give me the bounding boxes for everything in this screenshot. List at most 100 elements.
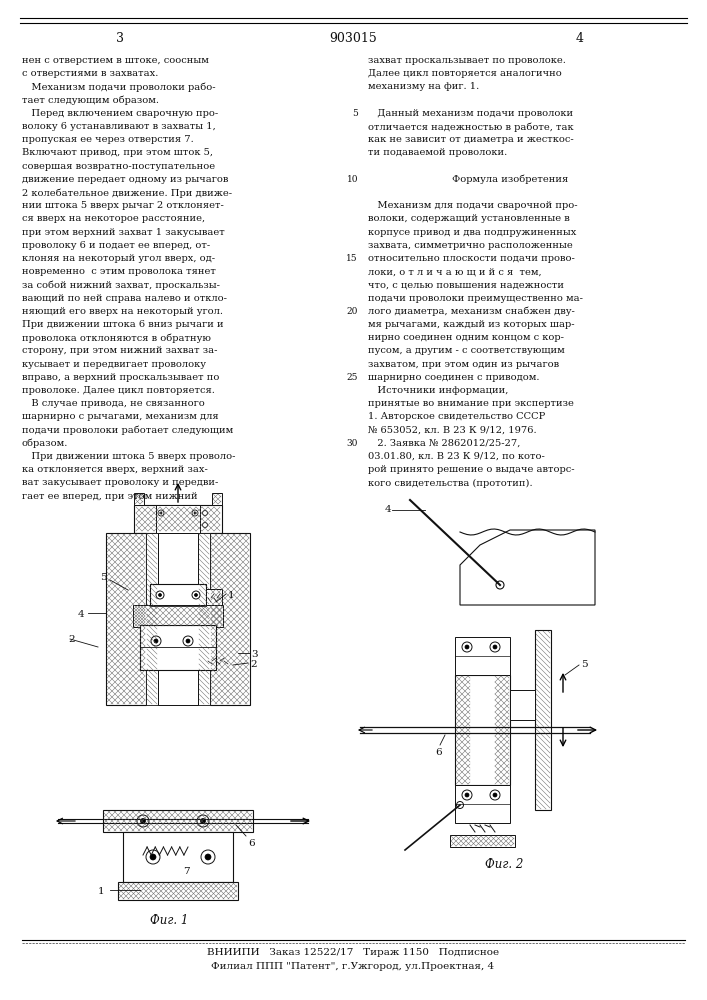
Bar: [198, 533, 210, 705]
Text: При движении штока 6 вниз рычаги и: При движении штока 6 вниз рычаги и: [22, 320, 223, 329]
Text: Источники информации,: Источники информации,: [368, 386, 508, 395]
Text: гает ее вперед, при этом нижний: гает ее вперед, при этом нижний: [22, 492, 198, 501]
Text: сторону, при этом нижний захват за-: сторону, при этом нижний захват за-: [22, 346, 218, 355]
Text: движение передает одному из рычагов: движение передает одному из рычагов: [22, 175, 228, 184]
Text: захвата, симметрично расположенные: захвата, симметрично расположенные: [368, 241, 573, 250]
Circle shape: [490, 642, 500, 652]
Bar: [210, 533, 250, 705]
Text: Включают привод, при этом шток 5,: Включают привод, при этом шток 5,: [22, 148, 213, 157]
Text: 5: 5: [352, 109, 358, 118]
Circle shape: [158, 510, 164, 516]
Text: 15: 15: [346, 254, 358, 263]
Bar: [118, 882, 238, 900]
Bar: [103, 810, 253, 832]
Circle shape: [493, 793, 497, 797]
Circle shape: [201, 850, 215, 864]
Text: волоки, содержащий установленные в: волоки, содержащий установленные в: [368, 214, 570, 223]
Bar: [134, 505, 222, 533]
Text: ти подаваемой проволоки.: ти подаваемой проволоки.: [368, 148, 507, 157]
Text: при этом верхний захват 1 закусывает: при этом верхний захват 1 закусывает: [22, 228, 225, 237]
Text: 5: 5: [581, 660, 588, 669]
Text: шарнирно с рычагами, механизм для: шарнирно с рычагами, механизм для: [22, 412, 218, 421]
Text: Фиг. 1: Фиг. 1: [150, 914, 188, 927]
Text: 20: 20: [346, 307, 358, 316]
Text: отличается надежностью в работе, так: отличается надежностью в работе, так: [368, 122, 573, 131]
Text: проволоку 6 и подает ее вперед, от-: проволоку 6 и подает ее вперед, от-: [22, 241, 210, 250]
Bar: [206, 589, 222, 607]
Circle shape: [194, 512, 196, 514]
Circle shape: [205, 854, 211, 860]
Circle shape: [186, 639, 190, 643]
Text: подачи проволоки преимущественно ма-: подачи проволоки преимущественно ма-: [368, 294, 583, 303]
Circle shape: [197, 815, 209, 827]
Circle shape: [201, 818, 206, 824]
Text: пропуская ее через отверстия 7.: пропуская ее через отверстия 7.: [22, 135, 194, 144]
Text: что, с целью повышения надежности: что, с целью повышения надежности: [368, 280, 564, 289]
Text: нирно соединен одним концом с кор-: нирно соединен одним концом с кор-: [368, 333, 564, 342]
Bar: [455, 637, 510, 675]
Text: вправо, а верхний проскальзывает по: вправо, а верхний проскальзывает по: [22, 373, 219, 382]
Circle shape: [465, 645, 469, 649]
Text: В случае привода, не связанного: В случае привода, не связанного: [22, 399, 205, 408]
Text: 30: 30: [346, 439, 358, 448]
Text: вающий по ней справа налево и откло-: вающий по ней справа налево и откло-: [22, 294, 227, 303]
Text: № 653052, кл. В 23 К 9/12, 1976.: № 653052, кл. В 23 К 9/12, 1976.: [368, 426, 537, 435]
Text: как не зависит от диаметра и жесткос-: как не зависит от диаметра и жесткос-: [368, 135, 574, 144]
Text: мя рычагами, каждый из которых шар-: мя рычагами, каждый из которых шар-: [368, 320, 575, 329]
Text: образом.: образом.: [22, 439, 69, 448]
Bar: [123, 832, 233, 882]
Text: няющий его вверх на некоторый угол.: няющий его вверх на некоторый угол.: [22, 307, 223, 316]
Text: с отверстиями в захватах.: с отверстиями в захватах.: [22, 69, 158, 78]
Text: 2 колебательное движение. При движе-: 2 колебательное движение. При движе-: [22, 188, 232, 198]
Circle shape: [202, 510, 207, 516]
Text: локи, о т л и ч а ю щ и й с я  тем,: локи, о т л и ч а ю щ и й с я тем,: [368, 267, 542, 276]
Circle shape: [462, 642, 472, 652]
Text: 4: 4: [385, 505, 392, 514]
Text: Данный механизм подачи проволоки: Данный механизм подачи проволоки: [368, 109, 573, 118]
Circle shape: [462, 790, 472, 800]
Text: проволоке. Далее цикл повторяется.: проволоке. Далее цикл повторяется.: [22, 386, 215, 395]
Text: 4: 4: [78, 610, 85, 619]
Bar: [133, 605, 223, 627]
Bar: [150, 584, 206, 629]
Text: кусывает и передвигает проволоку: кусывает и передвигает проволоку: [22, 360, 206, 369]
Circle shape: [150, 854, 156, 860]
Text: 5: 5: [100, 573, 107, 582]
Text: 03.01.80, кл. В 23 К 9/12, по кото-: 03.01.80, кл. В 23 К 9/12, по кото-: [368, 452, 545, 461]
Text: Перед включением сварочную про-: Перед включением сварочную про-: [22, 109, 218, 118]
Text: механизму на фиг. 1.: механизму на фиг. 1.: [368, 82, 479, 91]
Text: проволока отклоняются в обратную: проволока отклоняются в обратную: [22, 333, 211, 343]
Polygon shape: [460, 530, 595, 605]
Text: 25: 25: [346, 373, 358, 382]
Bar: [134, 493, 144, 505]
Text: ват закусывает проволоку и передви-: ват закусывает проволоку и передви-: [22, 478, 218, 487]
Text: лого диаметра, механизм снабжен дву-: лого диаметра, механизм снабжен дву-: [368, 307, 575, 316]
Text: волоку 6 устанавливают в захваты 1,: волоку 6 устанавливают в захваты 1,: [22, 122, 216, 131]
Text: Механизм подачи проволоки рабо-: Механизм подачи проволоки рабо-: [22, 82, 216, 92]
Circle shape: [192, 510, 198, 516]
Text: 2: 2: [250, 660, 257, 669]
Bar: [450, 835, 515, 847]
Text: 3: 3: [251, 650, 257, 659]
Circle shape: [154, 639, 158, 643]
Text: При движении штока 5 вверх проволо-: При движении штока 5 вверх проволо-: [22, 452, 235, 461]
Bar: [510, 690, 535, 720]
Text: рой принято решение о выдаче авторс-: рой принято решение о выдаче авторс-: [368, 465, 575, 474]
Circle shape: [183, 636, 193, 646]
Circle shape: [158, 593, 161, 596]
Circle shape: [146, 850, 160, 864]
Text: 1. Авторское свидетельство СССР: 1. Авторское свидетельство СССР: [368, 412, 545, 421]
Text: Филиал ППП "Патент", г.Ужгород, ул.Проектная, 4: Филиал ППП "Патент", г.Ужгород, ул.Проек…: [211, 962, 495, 971]
Circle shape: [141, 818, 146, 824]
Text: 10: 10: [346, 175, 358, 184]
Text: шарнирно соединен с приводом.: шарнирно соединен с приводом.: [368, 373, 539, 382]
Bar: [158, 533, 198, 705]
Text: нии штока 5 вверх рычаг 2 отклоняет-: нии штока 5 вверх рычаг 2 отклоняет-: [22, 201, 224, 210]
Text: клоняя на некоторый угол вверх, од-: клоняя на некоторый угол вверх, од-: [22, 254, 215, 263]
Circle shape: [192, 591, 200, 599]
Text: 1: 1: [228, 591, 235, 600]
Text: нен с отверстием в штоке, соосным: нен с отверстием в штоке, соосным: [22, 56, 209, 65]
Bar: [146, 533, 158, 705]
Circle shape: [457, 802, 464, 808]
Text: новременно  с этим проволока тянет: новременно с этим проволока тянет: [22, 267, 216, 276]
